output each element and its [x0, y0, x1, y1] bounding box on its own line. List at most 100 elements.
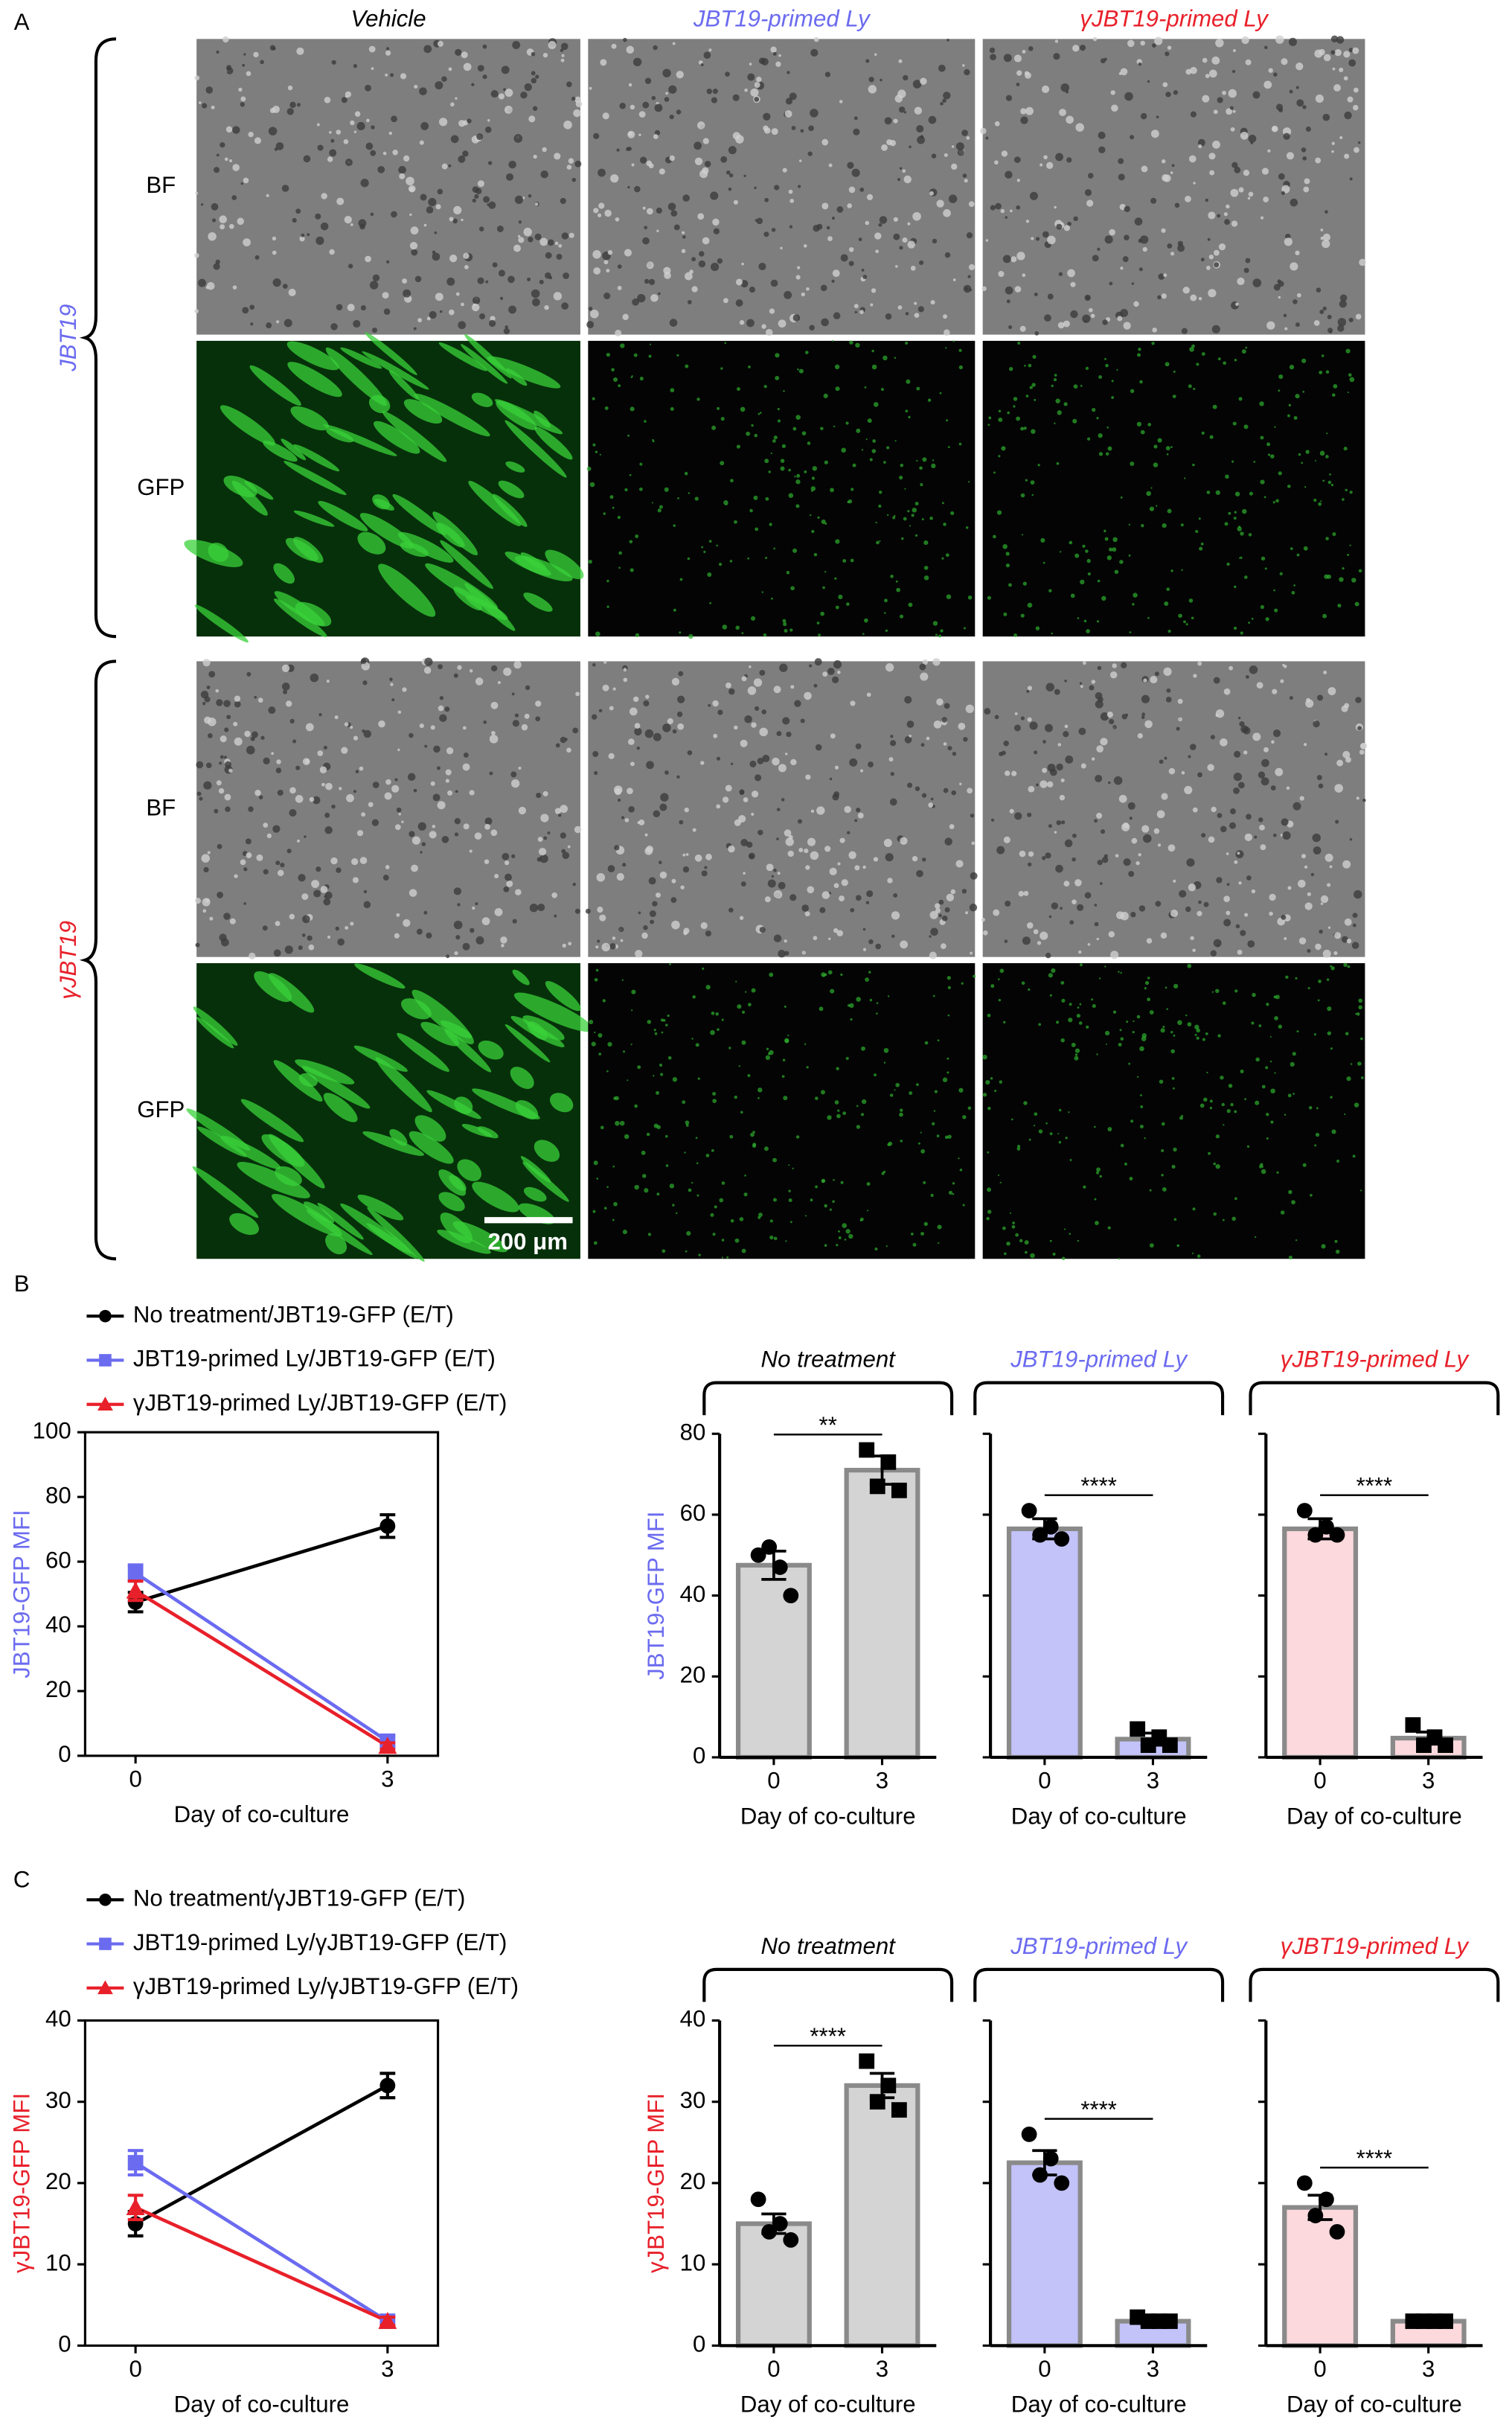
cell — [1008, 583, 1012, 587]
cell — [1072, 418, 1077, 424]
cell — [669, 155, 675, 162]
cell — [1203, 901, 1209, 907]
cell — [211, 105, 215, 109]
cell — [879, 540, 881, 542]
cell — [457, 1159, 481, 1181]
cell — [489, 735, 499, 744]
cell — [454, 1096, 473, 1114]
cell — [670, 897, 677, 904]
cell — [1267, 149, 1271, 153]
cell — [650, 294, 659, 302]
cell — [1053, 53, 1060, 60]
cell — [382, 411, 447, 462]
cell — [1279, 572, 1283, 575]
cell — [1302, 105, 1307, 109]
cell — [906, 721, 914, 728]
cell — [864, 386, 867, 389]
cell — [389, 677, 393, 681]
cell — [623, 1050, 626, 1053]
cell — [488, 201, 496, 209]
cell — [1271, 740, 1275, 744]
cell — [318, 500, 368, 531]
cell — [1271, 125, 1278, 132]
cell — [874, 53, 877, 56]
cell — [842, 1111, 847, 1116]
cell — [662, 723, 671, 732]
cell — [385, 47, 390, 51]
cell — [880, 388, 884, 392]
cell — [728, 146, 737, 155]
cell — [372, 274, 380, 282]
cell — [711, 425, 717, 430]
x-tick-label: 0 — [767, 1767, 780, 1793]
cell — [1119, 560, 1124, 564]
cell — [862, 633, 865, 635]
cell — [472, 1088, 540, 1119]
marker — [1296, 2175, 1313, 2191]
cell — [254, 790, 261, 796]
cell — [868, 939, 874, 945]
cell — [784, 629, 788, 633]
cell — [1167, 508, 1172, 514]
cell — [1284, 237, 1292, 246]
cell — [618, 384, 621, 388]
cell — [947, 446, 950, 449]
cell — [414, 84, 418, 89]
cell — [676, 775, 680, 779]
cell — [847, 203, 853, 208]
cell — [744, 1175, 746, 1177]
cell — [450, 102, 455, 107]
cell — [223, 476, 257, 497]
cell — [807, 441, 811, 445]
cell — [905, 342, 909, 345]
cell — [989, 47, 996, 54]
cell — [782, 619, 787, 623]
cell — [804, 691, 812, 700]
cell — [651, 502, 653, 504]
cell — [409, 1131, 454, 1164]
cell — [949, 824, 955, 829]
cell — [900, 463, 904, 467]
cell — [1138, 238, 1143, 243]
cell — [1084, 319, 1087, 323]
cell — [435, 204, 441, 210]
cell — [857, 812, 864, 819]
cell — [272, 250, 277, 255]
marker — [1042, 2150, 1059, 2167]
cell — [1181, 328, 1188, 334]
cell — [1238, 881, 1242, 885]
cell — [1270, 1120, 1274, 1124]
cell — [917, 1142, 920, 1145]
cell — [1010, 256, 1017, 263]
cell — [755, 527, 759, 531]
cell — [945, 553, 949, 558]
cell — [1281, 191, 1285, 195]
cell — [269, 107, 275, 113]
cell — [1158, 273, 1165, 280]
cell — [1112, 663, 1117, 668]
cell — [1079, 1003, 1082, 1006]
cell — [1217, 357, 1221, 361]
cell — [545, 549, 584, 580]
x-tick-label: 3 — [1147, 1767, 1159, 1793]
cell — [1156, 505, 1158, 507]
cell — [659, 505, 663, 509]
cell — [759, 412, 762, 415]
cell — [642, 237, 650, 245]
cell — [461, 51, 468, 59]
cell — [939, 392, 942, 394]
cell — [566, 164, 572, 170]
cell — [289, 808, 297, 817]
x-tick-label: 3 — [876, 1767, 888, 1793]
cell — [446, 747, 454, 755]
cell — [490, 829, 498, 837]
cell — [1019, 1239, 1023, 1243]
cell — [1060, 778, 1065, 782]
cell — [1295, 86, 1299, 89]
marker — [126, 1581, 145, 1599]
cell — [884, 117, 892, 125]
cell — [921, 518, 924, 521]
cell — [1065, 1137, 1068, 1140]
cell — [1094, 904, 1098, 907]
cell — [833, 312, 841, 320]
